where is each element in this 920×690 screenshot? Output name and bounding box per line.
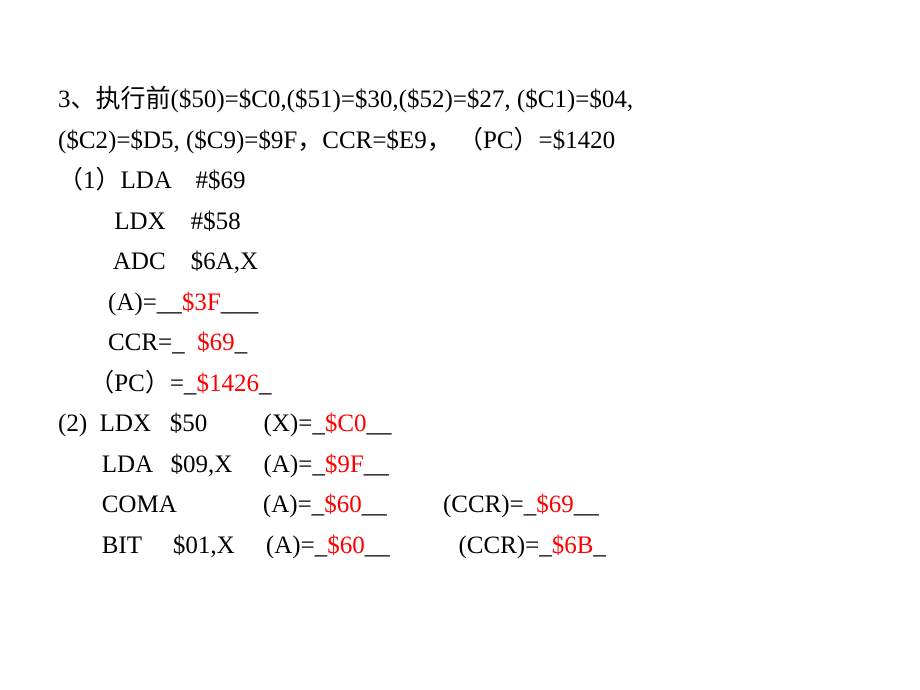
text: （1）LDA #$69 [58, 167, 246, 194]
line-6: (A)=__$3F___ [58, 283, 870, 324]
text: __ (CCR)=_ [365, 532, 552, 559]
text: (A)=__ [58, 289, 182, 316]
line-3: （1）LDA #$69 [58, 161, 870, 202]
text: ADC $6A,X [58, 248, 258, 275]
document-body: 3、执行前($50)=$C0,($51)=$30,($52)=$27, ($C1… [0, 0, 920, 616]
line-8: （PC）=_$1426_ [58, 364, 870, 405]
line-10: LDA $09,X (A)=_$9F__ [58, 445, 870, 486]
text: BIT $01,X (A)=_ [58, 532, 327, 559]
answer: $60 [324, 491, 362, 518]
answer: $69 [536, 491, 574, 518]
line-7: CCR=_ $69_ [58, 323, 870, 364]
line-2: ($C2)=$D5, ($C9)=$9F，CCR=$E9， （PC）=$1420 [58, 121, 870, 162]
text: CCR=_ [58, 329, 197, 356]
answer: $6B [552, 532, 594, 559]
text: 3、执行前($50)=$C0,($51)=$30,($52)=$27, ($C1… [58, 86, 633, 113]
text: __ [367, 410, 392, 437]
answer: $1426 [196, 370, 259, 397]
line-12: BIT $01,X (A)=_$60__ (CCR)=_$6B_ [58, 526, 870, 567]
answer: $3F [182, 289, 221, 316]
answer: $C0 [325, 410, 367, 437]
line-4: LDX #$58 [58, 202, 870, 243]
text: LDX #$58 [58, 208, 241, 235]
text: __ [364, 451, 389, 478]
text: __ [574, 491, 599, 518]
text: _ [259, 370, 272, 397]
line-1: 3、执行前($50)=$C0,($51)=$30,($52)=$27, ($C1… [58, 80, 870, 121]
text: _ [593, 532, 606, 559]
text: ___ [221, 289, 259, 316]
text: ($C2)=$D5, ($C9)=$9F，CCR=$E9， （PC）=$1420 [58, 127, 615, 154]
answer: $69 [197, 329, 235, 356]
line-9: (2) LDX $50 (X)=_$C0__ [58, 404, 870, 445]
line-5: ADC $6A,X [58, 242, 870, 283]
text: （PC）=_ [58, 370, 196, 397]
text: __ (CCR)=_ [362, 491, 537, 518]
text: COMA (A)=_ [58, 491, 324, 518]
text: LDA $09,X (A)=_ [58, 451, 325, 478]
text: _ [235, 329, 248, 356]
line-11: COMA (A)=_$60__ (CCR)=_$69__ [58, 485, 870, 526]
answer: $9F [325, 451, 364, 478]
text: (2) LDX $50 (X)=_ [58, 410, 325, 437]
answer: $60 [327, 532, 365, 559]
